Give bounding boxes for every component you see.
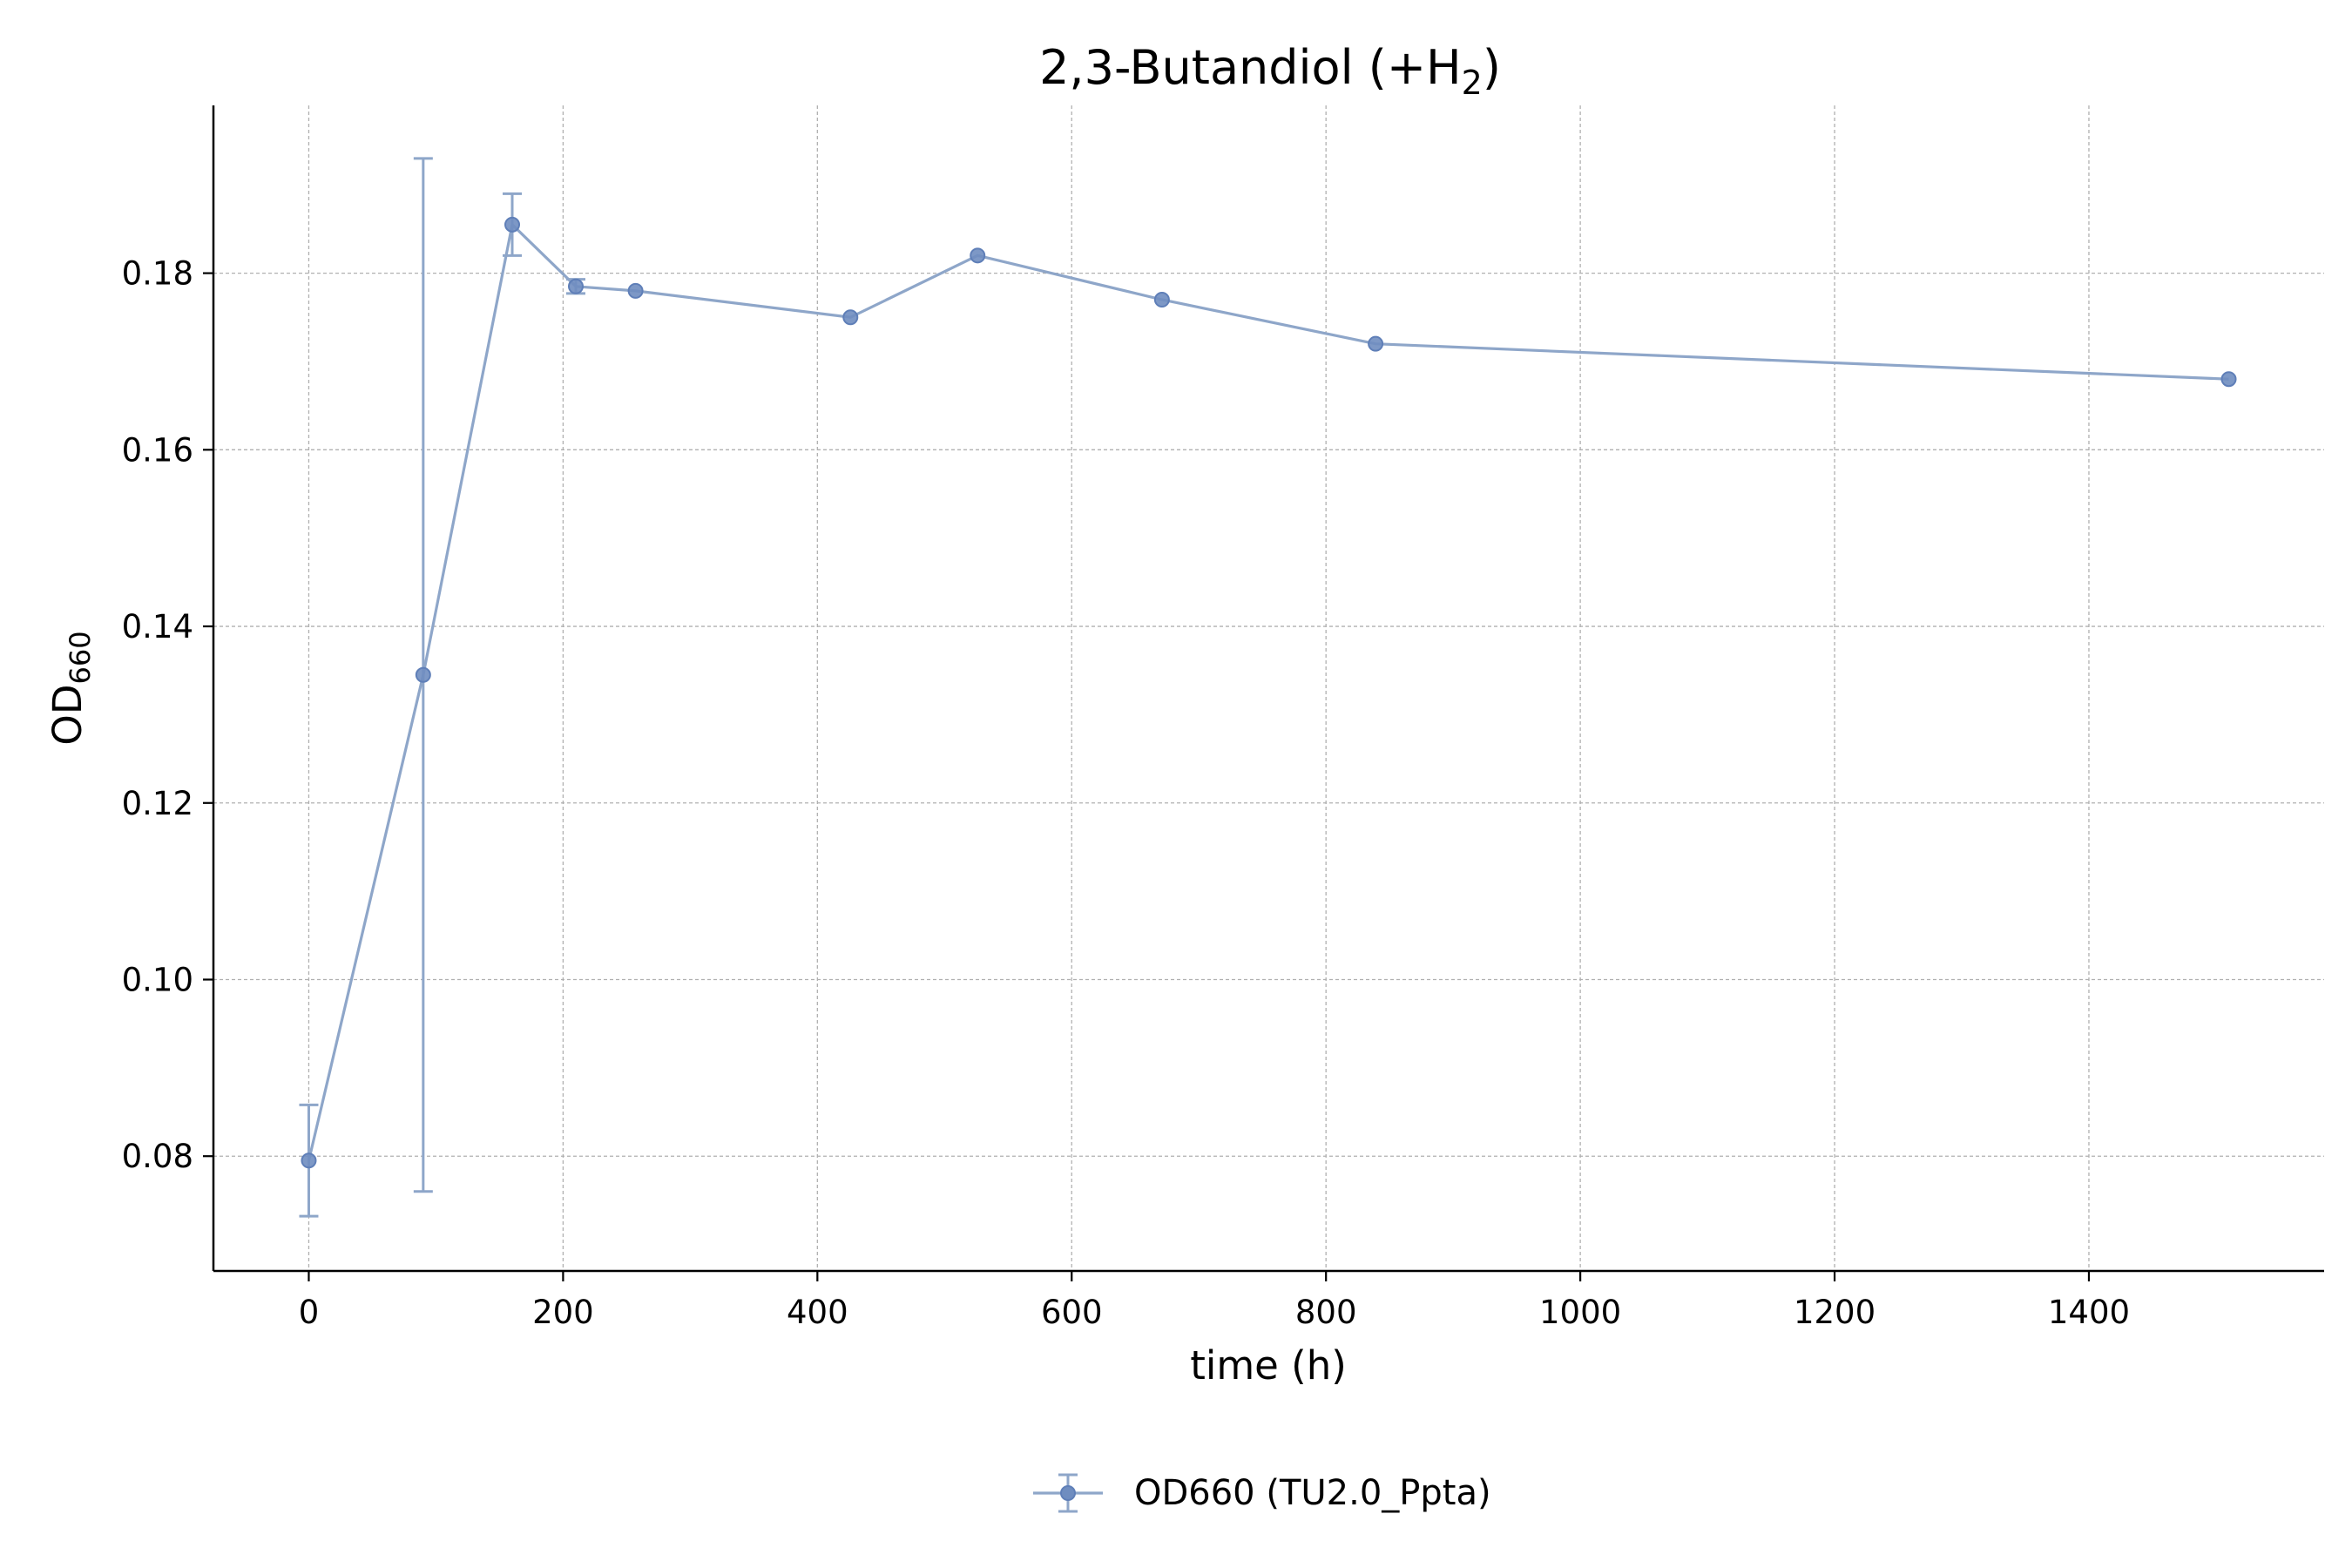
data-point [504, 216, 521, 233]
y-axis-title: OD660 [44, 631, 97, 745]
legend: OD660 (TU2.0_Ppta) [1033, 1473, 1491, 1513]
y-tick-label: 0.12 [122, 785, 193, 822]
y-ticks: 0.08 0.10 0.12 0.14 0.16 0.18 [122, 255, 213, 1175]
axes [212, 105, 2324, 1273]
y-tick-label: 0.08 [122, 1138, 193, 1175]
data-point [970, 247, 986, 264]
y-tick-label: 0.18 [122, 255, 193, 293]
x-tick-label: 1200 [1794, 1294, 1876, 1331]
series-line [307, 221, 2229, 1161]
x-tick-label: 0 [299, 1294, 320, 1331]
x-tick-label: 1000 [1539, 1294, 1621, 1331]
data-point [1153, 292, 1170, 308]
data-point [627, 282, 644, 299]
data-point [842, 309, 859, 326]
data-point [1368, 335, 1384, 352]
x-tick-label: 800 [1295, 1294, 1357, 1331]
x-tick-label: 200 [532, 1294, 594, 1331]
legend-marker [1033, 1473, 1103, 1513]
series-layer [299, 157, 2237, 1218]
chart-title: 2,3-Butandiol (+H2) [1039, 40, 1501, 102]
legend-label: OD660 (TU2.0_Ppta) [1134, 1473, 1491, 1513]
y-tick-label: 0.16 [122, 431, 193, 469]
y-tick-label: 0.14 [122, 608, 193, 645]
y-axis-title-subscript: 660 [64, 631, 97, 684]
data-point [415, 666, 431, 683]
legend-point [1060, 1485, 1076, 1501]
x-ticks: 0 200 400 600 800 1000 1200 1400 [299, 1271, 2130, 1331]
chart-title-subscript: 2 [1462, 64, 1483, 102]
gridlines [213, 105, 2324, 1271]
data-point [301, 1152, 317, 1169]
x-tick-label: 600 [1041, 1294, 1103, 1331]
x-axis-title: time (h) [1190, 1342, 1347, 1389]
y-tick-label: 0.10 [122, 962, 193, 999]
x-tick-label: 400 [787, 1294, 848, 1331]
data-point [567, 278, 584, 294]
x-tick-label: 1400 [2048, 1294, 2130, 1331]
data-point [2220, 371, 2237, 388]
